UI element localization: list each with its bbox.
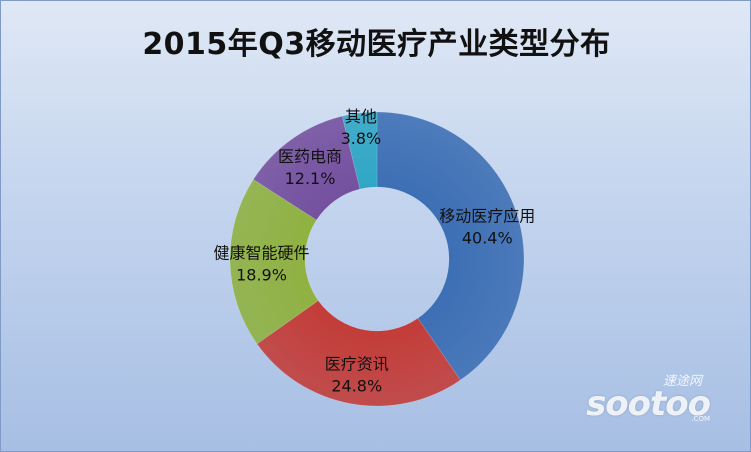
slice-1-value-label: 24.8% <box>331 377 382 396</box>
watermark-cn: 速途网 <box>662 374 702 389</box>
slice-0-category-label: 移动医疗应用 <box>439 207 535 226</box>
watermark-logo: 速途网 sootoo .COM <box>586 370 711 424</box>
slice-3-value-label: 12.1% <box>285 169 336 188</box>
watermark-com: .COM <box>691 415 710 423</box>
slice-3-category-label: 医药电商 <box>278 147 342 166</box>
slice-1-arc <box>256 300 461 407</box>
slice-4-category-label: 其他 <box>345 107 377 126</box>
slice-0-value-label: 40.4% <box>462 229 513 248</box>
slice-3-arc <box>253 115 361 221</box>
slice-2-value-label: 18.9% <box>236 266 287 285</box>
slice-4-value-label: 3.8% <box>341 129 382 148</box>
slice-1-category-label: 医疗资讯 <box>325 355 389 374</box>
slice-2-category-label: 健康智能硬件 <box>214 244 310 263</box>
slice-2-arc <box>229 179 319 345</box>
watermark-en: sootoo <box>586 384 711 424</box>
chart-title: 2015年Q3移动医疗产业类型分布 <box>142 27 611 62</box>
slice-0-arc <box>376 111 525 381</box>
slice-4-arc <box>341 111 378 190</box>
